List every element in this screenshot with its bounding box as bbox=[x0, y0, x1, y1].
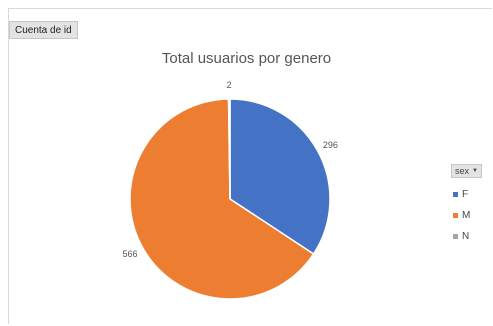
legend-item-m: M bbox=[453, 205, 482, 226]
legend-label: F bbox=[462, 189, 469, 200]
chart-area bbox=[8, 8, 492, 324]
value-field-button[interactable]: Cuenta de id bbox=[9, 21, 78, 39]
chart-title: Total usuarios por genero bbox=[161, 50, 332, 67]
legend-label: N bbox=[462, 231, 470, 242]
pie-slice-m[interactable] bbox=[129, 98, 315, 300]
pie-slice-n[interactable] bbox=[227, 98, 231, 200]
data-label-n: 2 bbox=[227, 80, 232, 90]
data-label-f: 296 bbox=[323, 140, 338, 150]
legend-swatch bbox=[453, 234, 458, 239]
sex-filter-label: sex bbox=[455, 166, 470, 176]
legend-label: M bbox=[462, 210, 471, 221]
data-label-m: 566 bbox=[123, 249, 138, 259]
sex-filter-button[interactable]: sex ▼ bbox=[451, 164, 482, 178]
chevron-down-icon[interactable]: ▼ bbox=[472, 168, 478, 174]
legend-item-n: N bbox=[453, 226, 482, 247]
legend-swatch bbox=[453, 213, 458, 218]
legend-swatch bbox=[453, 192, 458, 197]
legend-item-f: F bbox=[453, 184, 482, 205]
value-field-label: Cuenta de id bbox=[15, 25, 72, 36]
